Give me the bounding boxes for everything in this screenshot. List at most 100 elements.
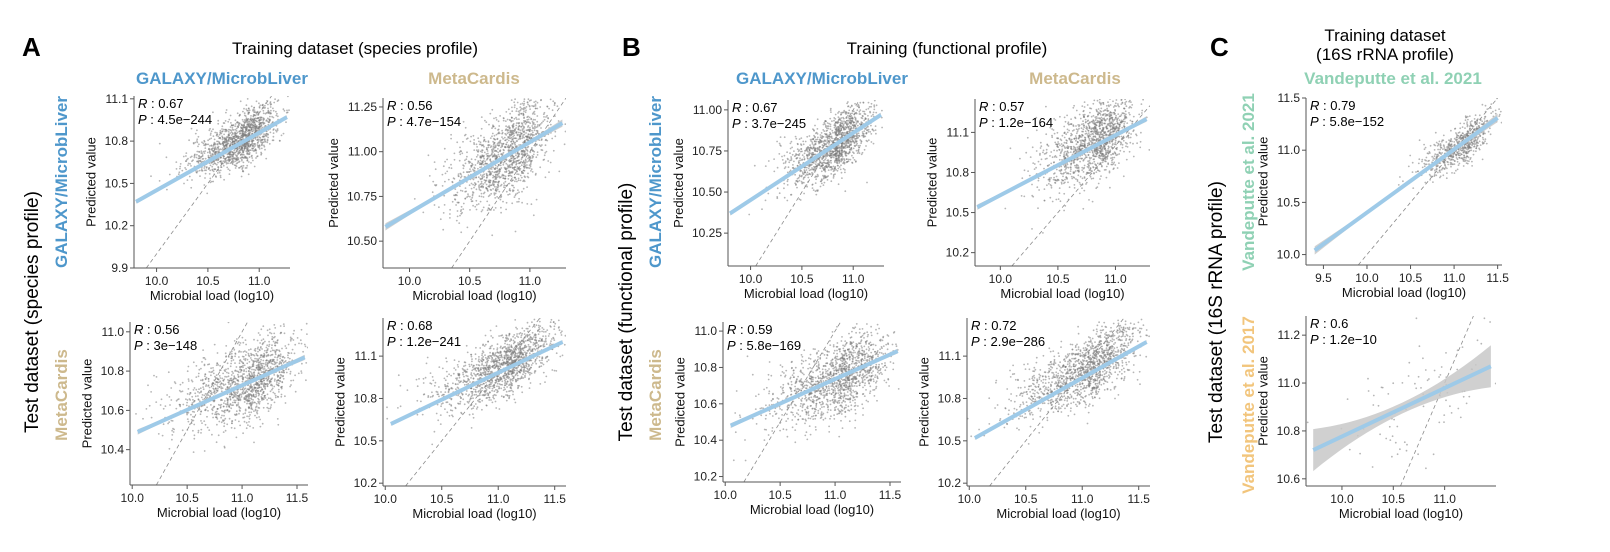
scatter-plot-A-r2c1: 10.0 10.5 11.0 11.510.410.610.811.0Microbia… [80,322,309,520]
data-point [266,138,269,141]
data-point [504,388,506,391]
data-point [515,116,517,119]
data-point [505,394,507,396]
data-point [210,367,213,370]
data-point [505,162,508,165]
data-point [200,150,203,153]
data-point [204,143,207,146]
data-point [281,371,284,374]
data-point [233,399,236,402]
data-point [517,177,520,180]
data-point [481,151,483,154]
data-point [523,98,526,101]
data-point [181,169,184,172]
data-point [494,192,497,195]
data-point [231,128,234,131]
data-point [223,414,225,417]
data-point [504,146,506,149]
data-point [242,150,244,153]
data-point [248,415,250,418]
data-point [477,137,480,140]
data-point [284,395,286,398]
data-point [164,405,167,407]
data-point [482,174,484,177]
data-point [457,394,459,397]
data-point [491,401,494,404]
data-point [292,332,295,335]
data-point [260,358,262,361]
data-point [481,161,484,163]
data-point [306,333,308,335]
data-point [474,164,477,166]
data-point [258,119,261,121]
data-point [492,166,494,169]
data-point [536,125,539,128]
data-point [503,374,506,377]
data-point [503,160,506,163]
data-point [222,143,225,146]
data-point [552,336,555,339]
data-point [521,170,523,173]
data-point [473,149,476,152]
data-point [234,353,237,355]
data-point [258,348,261,351]
data-point [397,407,399,409]
data-point [529,134,532,137]
y-tick-label: 10.50 [347,234,377,248]
data-point [255,352,258,355]
data-point [542,328,545,331]
data-point [233,137,236,140]
data-point [455,383,457,386]
data-point [237,404,240,406]
data-point [471,369,474,372]
data-point [228,139,230,142]
panel-a-row-group-title: Test dataset (species profile) [22,191,43,433]
data-point [240,175,243,178]
data-point [244,155,246,158]
data-point [226,402,229,405]
data-point [271,338,273,340]
data-point [279,360,281,363]
data-point [225,128,228,131]
data-point [274,394,277,397]
x-axis-title: Microbial load (log10) [157,505,281,520]
data-point [485,121,488,123]
data-point [526,327,529,330]
data-point [561,330,563,333]
data-point [491,127,493,130]
data-point [254,111,257,114]
data-point [471,193,474,196]
data-point [194,132,197,135]
data-point [248,361,251,363]
data-point [193,400,196,402]
data-point [531,113,534,115]
data-point [450,163,452,166]
data-point [242,366,244,369]
data-point [207,139,210,142]
data-point [527,154,530,157]
data-point [232,161,235,164]
data-point [553,104,556,106]
data-point [218,420,221,423]
data-point [514,337,516,339]
data-point [493,192,496,195]
data-point [529,122,532,125]
data-point [224,147,226,150]
data-point [498,155,501,158]
data-point [478,140,480,143]
data-point [224,352,227,355]
data-point [468,400,471,403]
data-point [210,137,213,140]
data-point [229,351,232,354]
data-point [463,134,466,137]
data-point [517,122,520,125]
data-point [494,167,497,169]
data-point [510,134,513,136]
data-point [454,198,457,201]
data-point [513,158,515,160]
data-point [457,175,460,178]
data-point [221,148,223,151]
data-point [460,231,463,234]
data-point [534,107,537,110]
data-point [522,187,525,190]
